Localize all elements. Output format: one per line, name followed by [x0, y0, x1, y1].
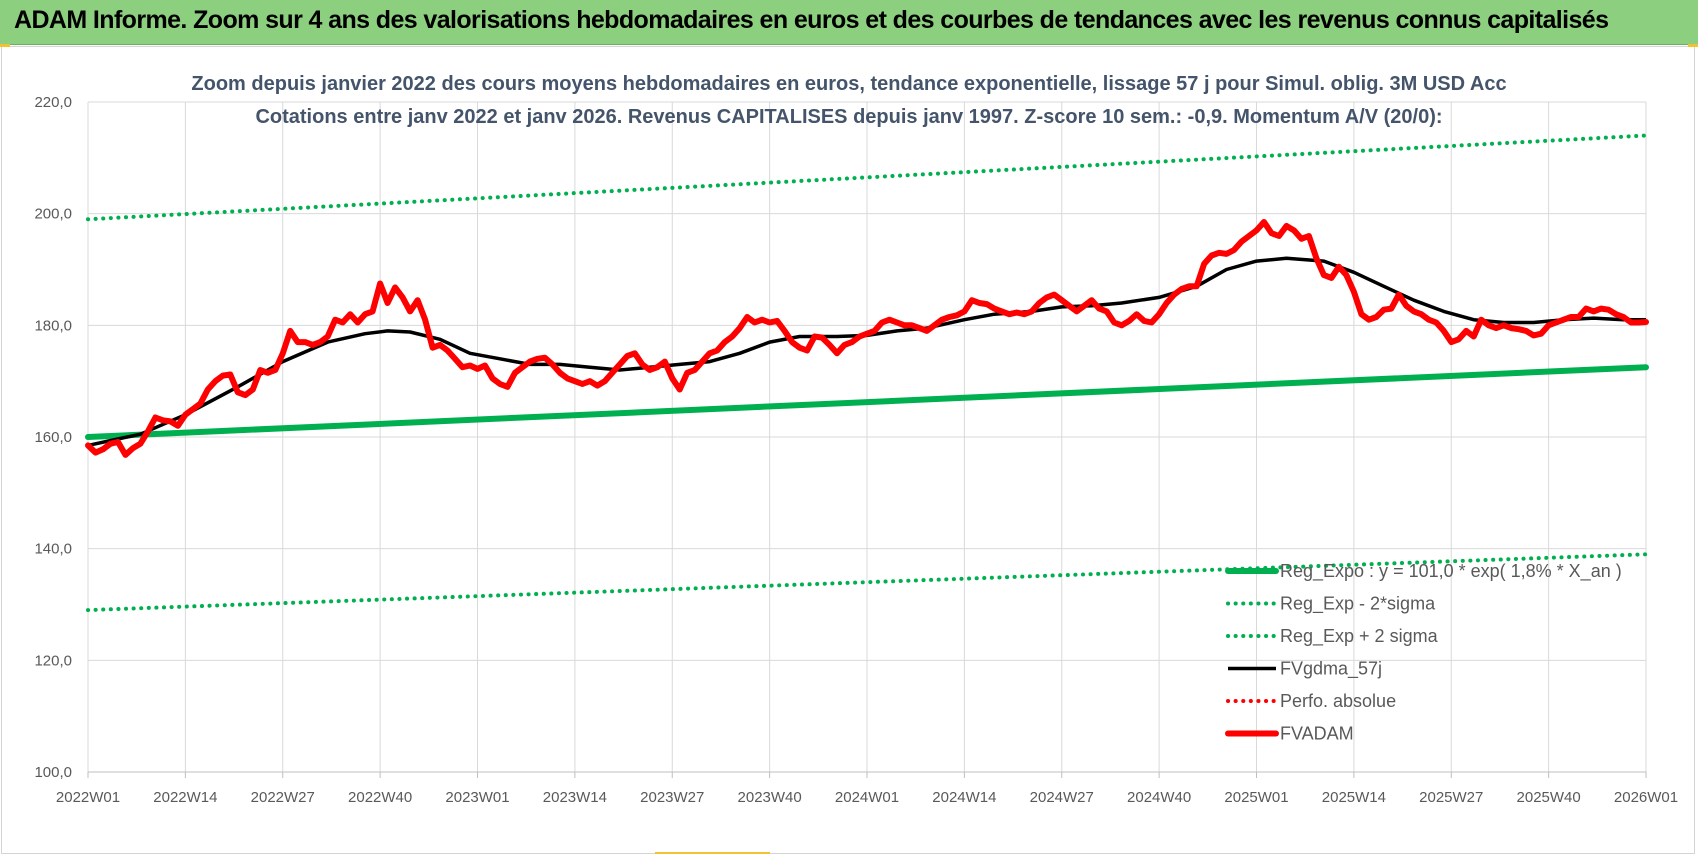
y-tick-label: 180,0 — [34, 317, 72, 334]
x-tick-label: 2025W14 — [1322, 789, 1386, 806]
series-line-lower — [86, 552, 1648, 613]
x-tick-label: 2022W14 — [153, 789, 217, 806]
y-tick-label: 200,0 — [34, 206, 72, 223]
series-line-price — [85, 219, 1649, 458]
series-line-ma — [87, 256, 1646, 448]
legend: Reg_Expo : y = 101,0 * exp( 1,8% * X_an … — [1225, 561, 1622, 744]
x-tick-label: 2023W40 — [738, 789, 802, 806]
x-tick-label: 2023W14 — [543, 789, 607, 806]
x-tick-label: 2024W40 — [1127, 789, 1191, 806]
y-tick-label: 100,0 — [34, 764, 72, 781]
legend-label-ma: FVgdma_57j — [1280, 659, 1382, 680]
x-tick-label: 2023W27 — [640, 789, 704, 806]
header-bar: ADAM Informe. Zoom sur 4 ans des valoris… — [0, 0, 1698, 45]
grid — [87, 101, 1647, 773]
legend-label-price: FVADAM — [1280, 724, 1354, 744]
legend-label-lower: Reg_Exp - 2*sigma — [1280, 594, 1436, 615]
page-title: ADAM Informe. Zoom sur 4 ans des valoris… — [14, 6, 1609, 34]
legend-label-reg: Reg_Expo : y = 101,0 * exp( 1,8% * X_an … — [1280, 561, 1622, 582]
series-line-upper — [86, 133, 1648, 222]
y-tick-label: 160,0 — [34, 429, 72, 446]
x-tick-label: 2026W01 — [1614, 789, 1678, 806]
x-tick-label: 2024W14 — [932, 789, 996, 806]
corner-mark-left — [0, 44, 10, 47]
corner-mark-bottom — [655, 852, 770, 854]
x-tick-label: 2025W27 — [1419, 789, 1483, 806]
series-line-reg — [85, 364, 1649, 440]
legend-label-upper: Reg_Exp + 2 sigma — [1280, 626, 1439, 647]
legend-label-perf: Perfo. absolue — [1280, 691, 1396, 711]
x-tick-label: 2023W01 — [445, 789, 509, 806]
chart-frame — [1, 46, 1695, 854]
y-tick-label: 120,0 — [34, 652, 72, 669]
x-tick-label: 2022W27 — [251, 789, 315, 806]
x-tick-label: 2025W40 — [1517, 789, 1581, 806]
x-tick-label: 2022W40 — [348, 789, 412, 806]
series-layer — [85, 133, 1649, 613]
y-tick-label: 220,0 — [34, 94, 72, 111]
x-tick-label: 2022W01 — [56, 789, 120, 806]
x-tick-label: 2024W01 — [835, 789, 899, 806]
chart-title-line-1: Zoom depuis janvier 2022 des cours moyen… — [191, 73, 1506, 95]
chart-title-line-2: Cotations entre janv 2022 et janv 2026. … — [255, 106, 1442, 128]
x-tick-label: 2024W27 — [1030, 789, 1094, 806]
chart-title: Zoom depuis janvier 2022 des cours moyen… — [191, 73, 1506, 128]
y-tick-label: 140,0 — [34, 541, 72, 558]
corner-mark-right — [1688, 44, 1698, 47]
x-tick-label: 2025W01 — [1224, 789, 1288, 806]
axes: 100,0 120,0 140,0 160,0 180,0 200,0 220,0 2022W… — [34, 94, 1678, 806]
